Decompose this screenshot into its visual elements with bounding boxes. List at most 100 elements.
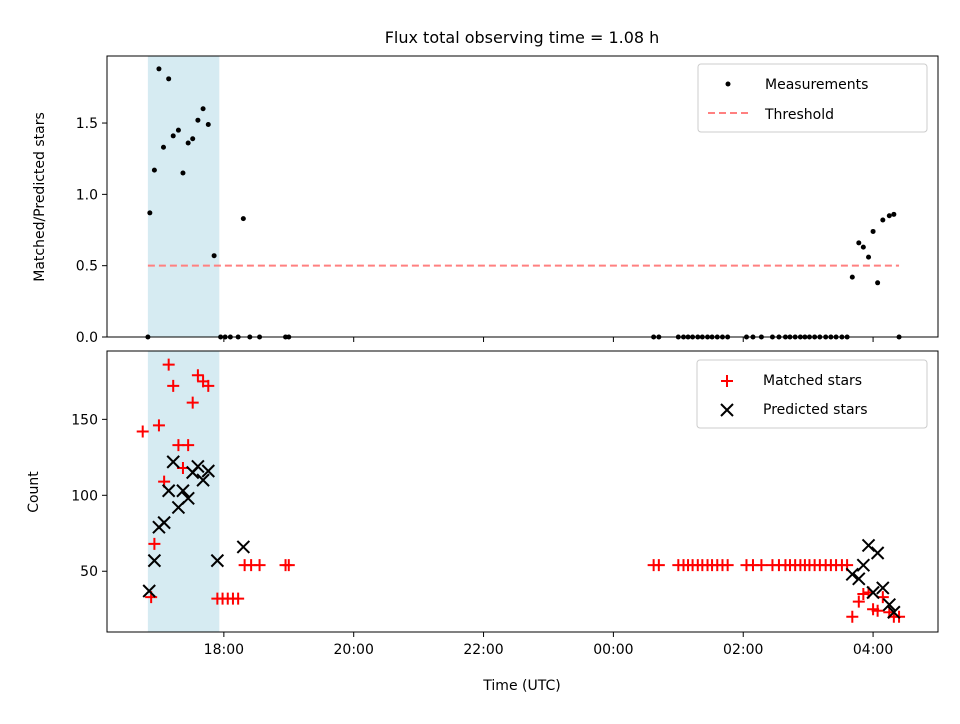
measurement-point [856,240,862,246]
matched-star-point [755,559,768,572]
legend-predicted-label: Predicted stars [763,402,868,418]
measurement-point [185,140,191,146]
y-tick-label: 1.5 [76,116,98,132]
count-legend-box [696,359,928,429]
matched-star-point [136,425,149,438]
ratio-legend: Measurements Threshold [697,63,928,133]
count-points [136,358,906,623]
measurement-point [240,216,246,222]
y-tick-label: 150 [71,412,98,428]
matched-star-point [652,559,665,572]
matched-star-point [852,595,865,608]
predicted-star-point [866,585,880,600]
count-x-ticks: 18:00 20:00 22:00 00:00 02:00 04:00 [204,632,893,658]
x-tick-label: 04:00 [853,642,893,658]
measurement-point [190,136,196,142]
matched-star-point [721,559,734,572]
measurement-point [200,106,206,112]
legend-predicted-marker [720,403,734,417]
predicted-star-point [861,538,876,553]
predicted-star-point [210,553,225,568]
matched-star-point [162,358,175,371]
measurement-point [880,217,886,223]
ratio-shaded-span [147,56,220,337]
legend-threshold-label: Threshold [764,107,834,123]
count-legend: Matched stars Predicted stars [696,359,928,429]
x-tick-label: 00:00 [593,642,633,658]
x-tick-label: 22:00 [463,642,503,658]
predicted-star-point [845,567,860,581]
y-tick-label: 0.5 [76,259,98,275]
predicted-star-point [201,464,215,478]
matched-star-point [871,604,884,617]
count-y-ticks: 50 100 150 [71,412,107,580]
x-tick-label: 02:00 [723,642,763,658]
predicted-star-point [161,484,176,498]
legend-measurements-label: Measurements [765,77,868,93]
measurement-point [870,228,876,234]
legend-matched-label: Matched stars [763,373,862,389]
measurement-point [886,213,892,219]
y-tick-label: 100 [71,488,98,504]
matched-star-point [191,369,204,382]
measurement-point [156,66,162,72]
matched-star-point [253,559,266,572]
predicted-star-point [157,515,171,530]
measurement-point [180,170,186,176]
chart-title: Flux total observing time = 1.08 h [385,28,660,47]
measurement-points [145,66,902,340]
x-tick-label: 20:00 [334,642,374,658]
matched-star-point [152,419,165,432]
predicted-star-point [191,459,205,474]
measurement-point [160,144,166,150]
matched-star-point [148,537,161,550]
ratio-legend-box [697,63,928,133]
x-tick-label: 18:00 [204,642,244,658]
ratio-y-ticks: 0.0 0.5 1.0 1.5 [76,116,107,346]
measurement-point [151,167,157,173]
ratio-axes-frame [106,55,939,338]
predicted-star-point [882,597,897,612]
measurement-point [205,121,211,127]
measurement-point [849,274,855,280]
predicted-star-point [142,584,156,598]
measurement-point [860,244,866,250]
ratio-x-ticks [223,337,874,342]
predicted-star-point [147,553,162,568]
matched-star-point [282,559,295,572]
measurement-point [175,127,181,133]
measurement-point [866,254,872,260]
count-panel: 18:00 20:00 22:00 00:00 02:00 04:00 50100150 … [26,350,939,694]
predicted-star-point [852,572,866,586]
predicted-star-point [876,581,890,595]
predicted-star-point [181,491,195,506]
predicted-star-point [856,558,871,572]
x-axis-label: Time (UTC) [482,678,560,694]
measurement-point [170,133,176,139]
matched-star-point [202,379,215,392]
matched-star-point [857,588,870,601]
matched-star-point [186,396,199,409]
predicted-star-point [176,484,190,498]
predicted-star-point [870,546,885,560]
predicted-star-point [887,605,901,619]
measurement-point [195,117,201,123]
predicted-star-point [166,455,180,469]
measurement-point [875,280,881,286]
legend-matched-marker [721,375,733,387]
predicted-star-point [236,540,251,554]
count-axes-frame [106,350,939,633]
measurement-point [891,211,897,217]
matched-star-point [846,610,859,623]
matched-star-point [232,592,245,605]
matched-star-point [167,379,180,392]
y-tick-label: 50 [80,564,98,580]
measurement-point [147,210,153,216]
ratio-y-axis-label: Matched/Predicted stars [32,112,48,282]
y-tick-label: 1.0 [76,187,98,203]
predicted-star-point [196,473,210,487]
y-tick-label: 0.0 [76,330,98,346]
matched-star-point [182,439,195,452]
measurement-point [211,253,217,259]
